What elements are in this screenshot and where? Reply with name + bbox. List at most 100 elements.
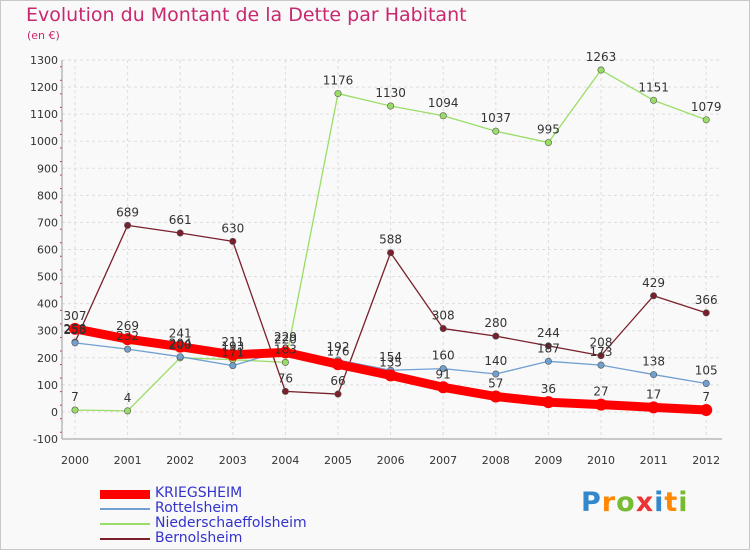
data-label: 258 bbox=[64, 322, 87, 336]
data-label: 173 bbox=[590, 345, 613, 359]
data-point bbox=[384, 369, 397, 382]
data-label: 160 bbox=[432, 349, 455, 363]
data-label: 57 bbox=[488, 376, 503, 390]
x-tick-label: 2002 bbox=[166, 454, 194, 467]
y-tick-label: -100 bbox=[33, 433, 58, 446]
data-point bbox=[281, 387, 289, 395]
data-label: 244 bbox=[537, 326, 560, 340]
y-tick-label: 1000 bbox=[30, 135, 58, 148]
data-label: 280 bbox=[484, 316, 507, 330]
data-label: 366 bbox=[695, 293, 718, 307]
data-label: 232 bbox=[116, 329, 139, 343]
data-label: 241 bbox=[169, 327, 192, 341]
data-label: 229 bbox=[274, 330, 297, 344]
y-tick-label: 800 bbox=[37, 189, 58, 202]
data-point bbox=[702, 380, 710, 388]
data-label: 193 bbox=[221, 340, 244, 354]
data-point bbox=[229, 237, 237, 245]
data-label: 138 bbox=[642, 355, 665, 369]
data-label: 269 bbox=[116, 319, 139, 333]
y-tick-label: 200 bbox=[37, 352, 58, 365]
data-label: 1176 bbox=[323, 74, 354, 88]
x-tick-label: 2012 bbox=[692, 454, 720, 467]
data-label: 1130 bbox=[375, 86, 406, 100]
data-label: 66 bbox=[330, 374, 345, 388]
data-point bbox=[544, 139, 552, 147]
data-point bbox=[176, 229, 184, 237]
data-point bbox=[439, 112, 447, 120]
data-label: 995 bbox=[537, 123, 560, 137]
data-label: 154 bbox=[379, 350, 402, 364]
data-label: 135 bbox=[379, 355, 402, 369]
data-point bbox=[439, 325, 447, 333]
logo-letter: i bbox=[678, 487, 689, 518]
data-point bbox=[279, 346, 292, 359]
x-tick-label: 2009 bbox=[534, 454, 562, 467]
legend-swatch bbox=[100, 523, 150, 525]
data-label: 307 bbox=[64, 309, 87, 323]
data-point bbox=[281, 358, 289, 366]
legend-item: Bernolsheim bbox=[100, 531, 400, 546]
legend-item: Rottelsheim bbox=[100, 501, 400, 516]
data-point bbox=[650, 292, 658, 300]
data-label: 200 bbox=[169, 338, 192, 352]
data-point bbox=[489, 390, 502, 403]
data-point bbox=[334, 390, 342, 398]
data-label: 91 bbox=[436, 367, 451, 381]
data-label: 211 bbox=[221, 335, 244, 349]
data-point bbox=[542, 396, 555, 409]
x-tick-label: 2001 bbox=[114, 454, 142, 467]
x-tick-label: 2007 bbox=[429, 454, 457, 467]
x-tick-label: 2003 bbox=[219, 454, 247, 467]
data-label: 661 bbox=[169, 213, 192, 227]
data-label: 1037 bbox=[481, 111, 512, 125]
data-label: 308 bbox=[432, 309, 455, 323]
y-tick-label: 1300 bbox=[30, 54, 58, 67]
data-label: 630 bbox=[221, 221, 244, 235]
data-point bbox=[492, 127, 500, 135]
y-tick-label: 900 bbox=[37, 162, 58, 175]
data-point bbox=[121, 333, 134, 346]
data-point bbox=[387, 249, 395, 257]
legend-label: Bernolsheim bbox=[155, 530, 243, 546]
legend-label: Niederschaeffolsheim bbox=[155, 515, 307, 531]
x-tick-label: 2004 bbox=[271, 454, 299, 467]
logo-letter: P bbox=[581, 487, 602, 518]
data-label: 176 bbox=[327, 344, 350, 358]
data-label: 76 bbox=[278, 371, 293, 385]
legend-label: Rottelsheim bbox=[155, 500, 239, 516]
data-point bbox=[702, 309, 710, 317]
data-label: 17 bbox=[646, 387, 661, 401]
data-label: 192 bbox=[327, 340, 350, 354]
x-tick-label: 2006 bbox=[377, 454, 405, 467]
data-label: 27 bbox=[593, 385, 608, 399]
legend-swatch bbox=[100, 538, 150, 540]
grid bbox=[62, 59, 722, 440]
data-point bbox=[226, 348, 239, 361]
data-label: 429 bbox=[642, 276, 665, 290]
data-point bbox=[544, 342, 552, 350]
chart-title: Evolution du Montant de la Dette par Hab… bbox=[26, 4, 467, 26]
data-label: 204 bbox=[169, 337, 192, 351]
data-label: 1263 bbox=[586, 50, 617, 64]
data-point bbox=[597, 66, 605, 74]
proxiti-logo: Proxiti bbox=[581, 487, 689, 518]
logo-letter: x bbox=[635, 487, 655, 518]
y-tick-label: 400 bbox=[37, 298, 58, 311]
data-point bbox=[387, 102, 395, 110]
data-point bbox=[650, 371, 658, 379]
data-label: 140 bbox=[484, 354, 507, 368]
x-tick-label: 2008 bbox=[482, 454, 510, 467]
y-tick-label: 700 bbox=[37, 216, 58, 229]
data-point bbox=[439, 365, 447, 373]
y-tick-label: 500 bbox=[37, 271, 58, 284]
data-point bbox=[700, 404, 713, 417]
data-label: 1094 bbox=[428, 96, 459, 110]
x-tick-label: 2000 bbox=[61, 454, 89, 467]
data-label: 187 bbox=[537, 341, 560, 355]
data-label: 1151 bbox=[638, 80, 669, 94]
logo-letter: r bbox=[601, 487, 617, 518]
data-label: 171 bbox=[221, 346, 244, 360]
data-point bbox=[229, 362, 237, 370]
data-label: 4 bbox=[124, 391, 132, 405]
